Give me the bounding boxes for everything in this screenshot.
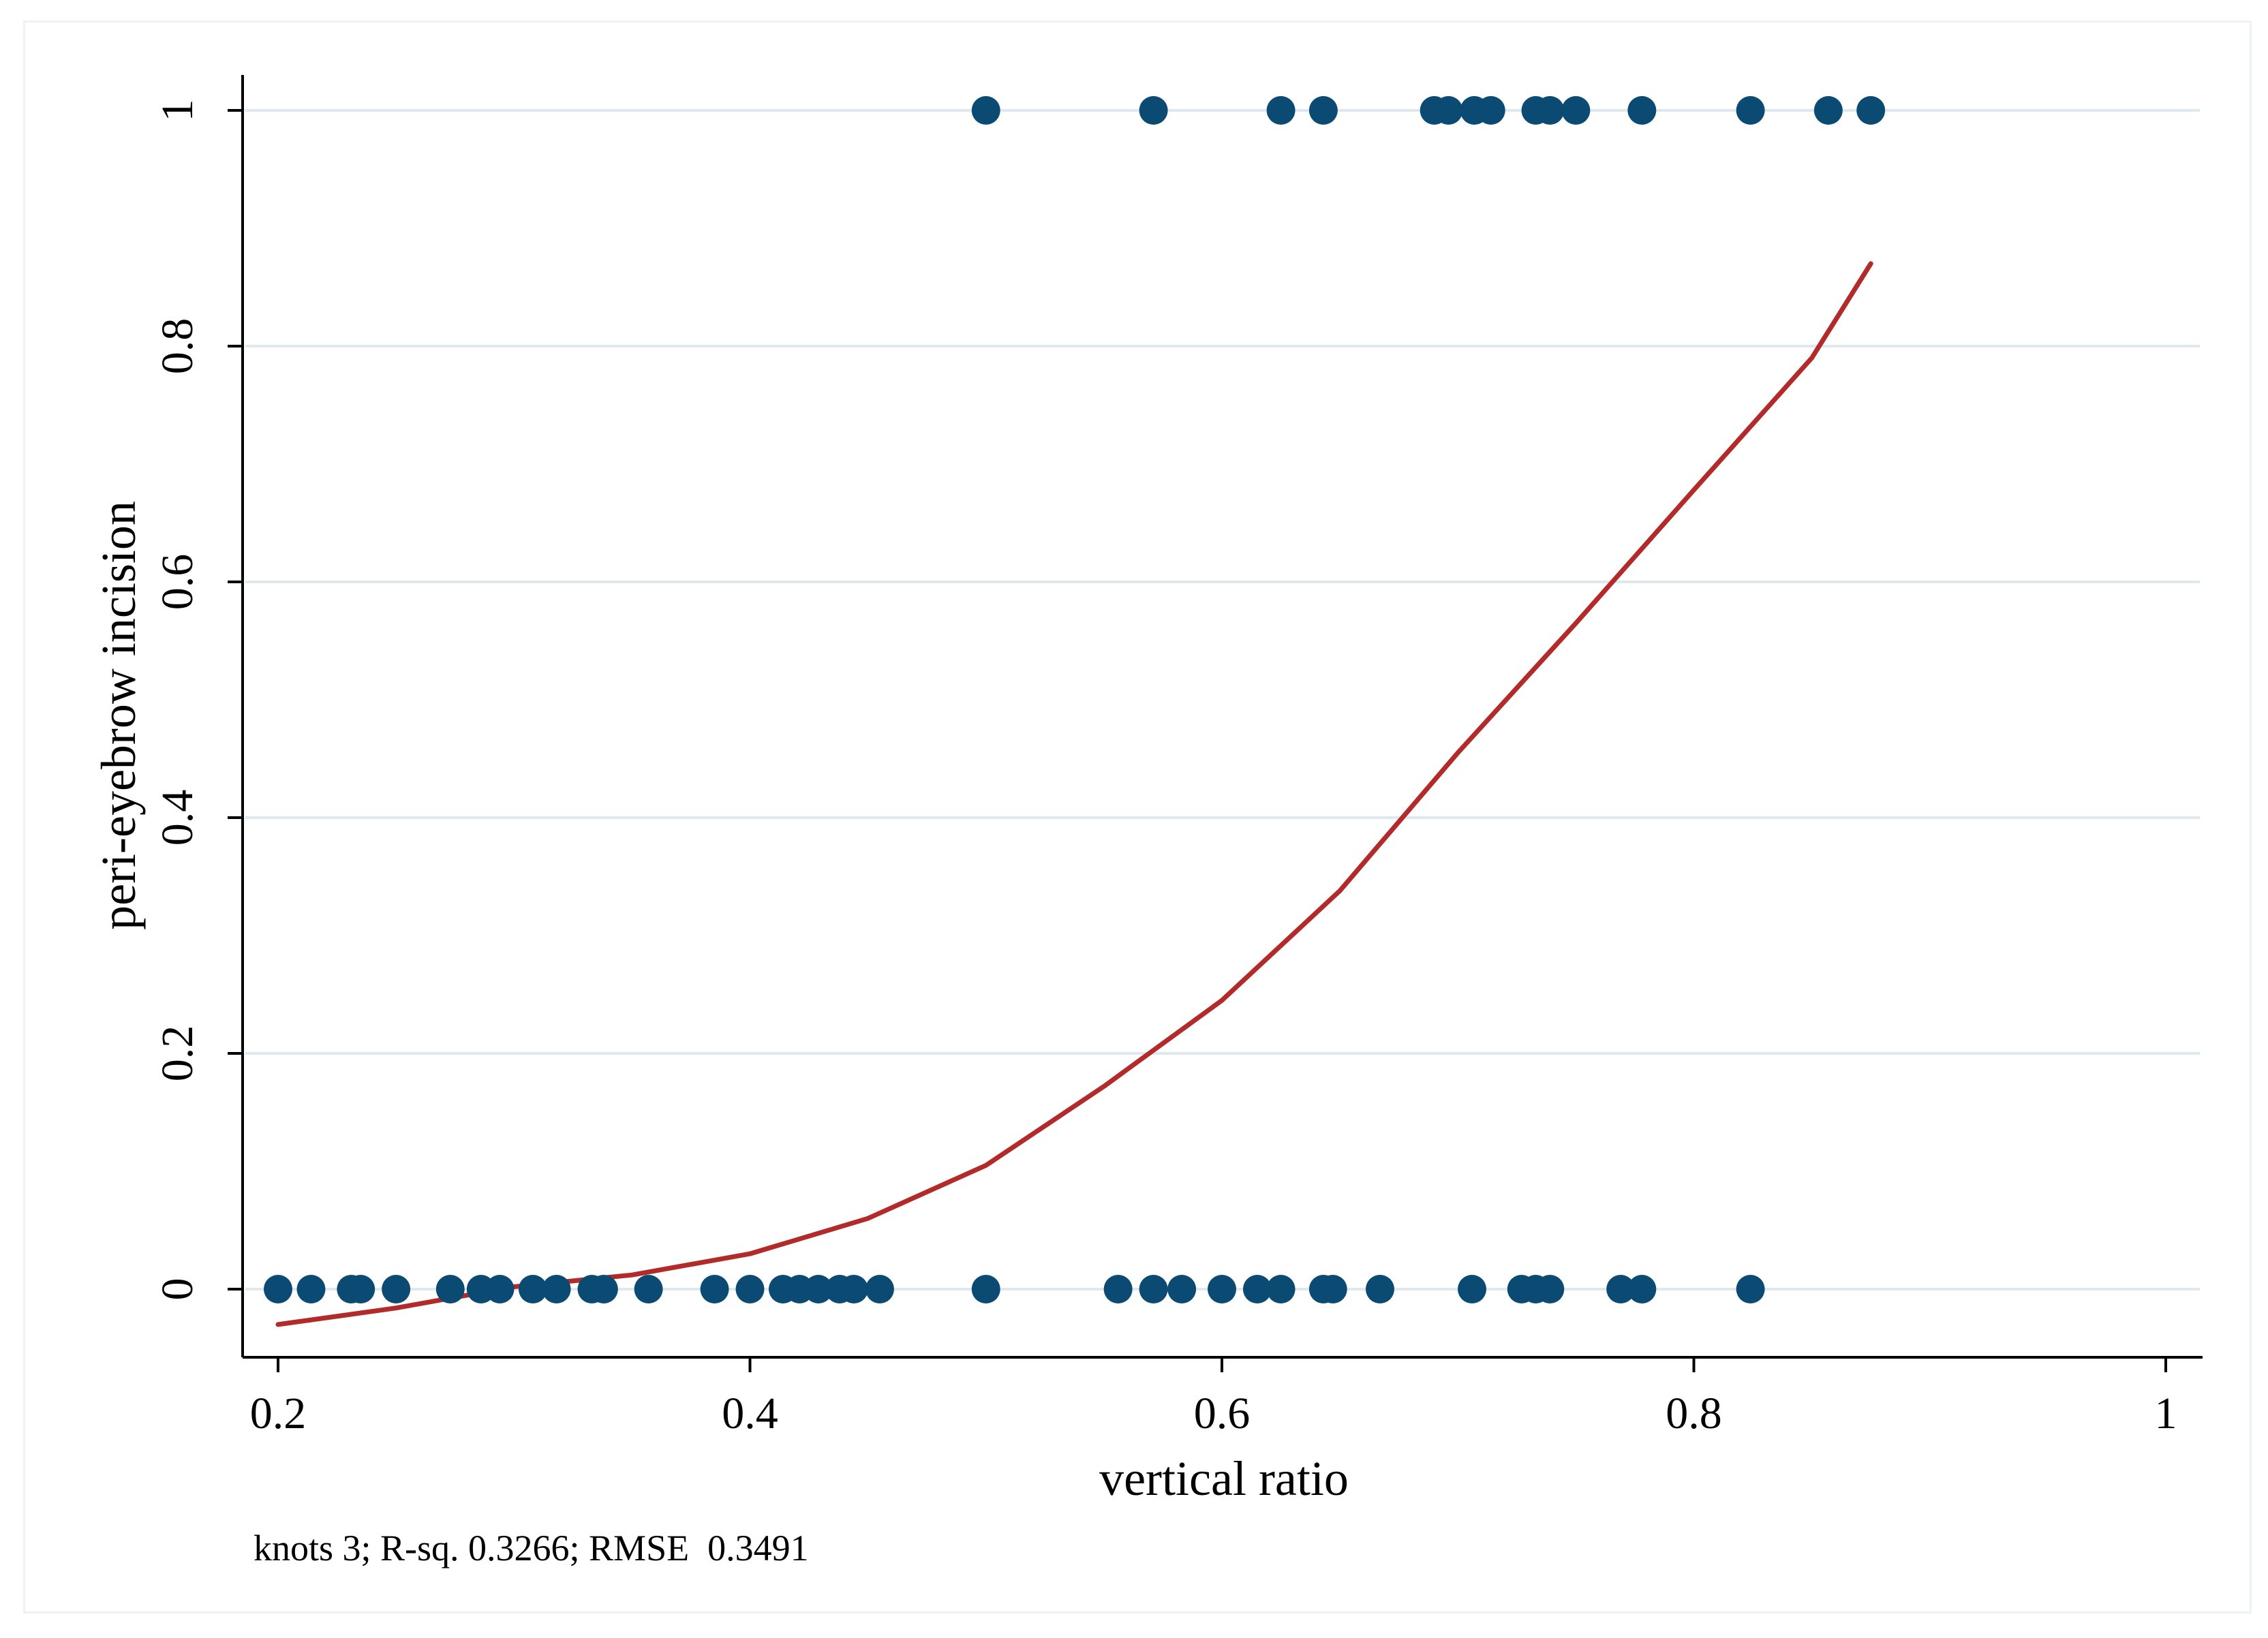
data-point — [1139, 96, 1168, 125]
data-point — [1167, 1275, 1197, 1303]
data-point — [865, 1275, 894, 1303]
data-point — [589, 1275, 618, 1303]
x-axis-title: vertical ratio — [1099, 1451, 1349, 1506]
grid-lines — [245, 109, 2200, 1291]
y-tick-label: 0 — [153, 1278, 202, 1301]
data-point — [839, 1275, 868, 1303]
data-point — [700, 1275, 729, 1303]
data-point — [1266, 1275, 1296, 1303]
data-point — [264, 1275, 292, 1303]
data-point — [634, 1275, 663, 1303]
data-point — [735, 1275, 765, 1303]
y-tick-label: 0.4 — [153, 790, 202, 846]
data-point — [518, 1275, 547, 1303]
data-point — [1627, 96, 1657, 125]
data-point — [1736, 1275, 1765, 1303]
x-tick-label: 0.4 — [722, 1389, 778, 1438]
data-point — [971, 1275, 1000, 1303]
data-point — [1139, 1275, 1168, 1303]
data-point — [1318, 1275, 1347, 1303]
fit-statistics-note: knots 3; R-sq. 0.3266; RMSE 0.3491 — [254, 1528, 809, 1569]
data-point — [1606, 1275, 1636, 1303]
data-point — [1242, 1275, 1272, 1303]
data-point — [1308, 96, 1338, 125]
x-tick-label: 0.8 — [1666, 1389, 1722, 1438]
data-point — [382, 1275, 411, 1303]
data-point — [1813, 96, 1843, 125]
data-point — [971, 96, 1000, 125]
y-tick-label: 0.2 — [153, 1025, 202, 1082]
x-tick-label: 0.2 — [250, 1389, 307, 1438]
data-point — [435, 1275, 465, 1303]
data-point — [1627, 1275, 1657, 1303]
data-point — [1856, 96, 1886, 125]
data-point — [1103, 1275, 1133, 1303]
axes — [228, 75, 2203, 1372]
data-point — [1365, 1275, 1394, 1303]
data-point — [803, 1275, 833, 1303]
y-tick-label: 0.8 — [153, 318, 202, 375]
data-point — [1434, 96, 1463, 125]
data-point — [1458, 1275, 1487, 1303]
y-tick-label: 0.6 — [153, 554, 202, 611]
data-points — [264, 96, 1886, 1303]
data-point — [296, 1275, 326, 1303]
data-point — [1208, 1275, 1236, 1303]
chart-frame — [23, 20, 2252, 1613]
data-point — [1266, 96, 1296, 125]
data-point — [346, 1275, 376, 1303]
data-point — [485, 1275, 515, 1303]
y-tick-label: 1 — [153, 99, 202, 122]
data-point — [542, 1275, 571, 1303]
x-tick-label: 1 — [2155, 1389, 2177, 1438]
data-point — [1476, 96, 1505, 125]
data-point — [1736, 96, 1765, 125]
spline-curve — [275, 261, 1873, 1327]
spline-fit — [275, 261, 1873, 1327]
data-point — [1535, 96, 1565, 125]
x-tick-label: 0.6 — [1194, 1389, 1251, 1438]
data-point — [1535, 1275, 1565, 1303]
tick-labels: 0 0.2 0.4 0.6 0.8 1 0.2 0.4 0.6 0.8 1 — [153, 99, 2177, 1439]
data-point — [1561, 96, 1591, 125]
y-axis-title: peri-eyebrow incision — [91, 501, 146, 930]
